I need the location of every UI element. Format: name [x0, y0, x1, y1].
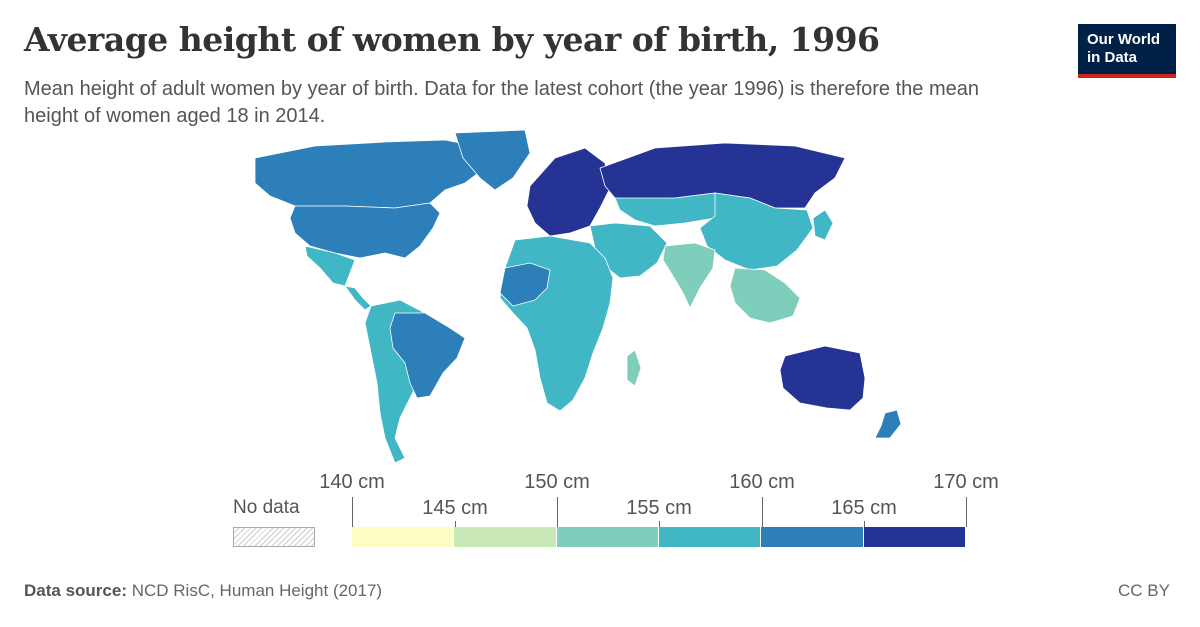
legend-tick-line [352, 497, 353, 527]
map-region-australia[interactable] [779, 345, 866, 411]
legend-bin-145-150[interactable] [454, 527, 557, 547]
legend-tick-165: 165 cm [831, 497, 897, 519]
legend-tick-line [762, 497, 763, 527]
map-region-europe[interactable] [526, 147, 611, 237]
legend-bin-155-160[interactable] [658, 527, 762, 547]
legend-bin-140-145[interactable] [352, 527, 455, 547]
map-region-brazil[interactable] [389, 312, 466, 399]
world-map [254, 129, 902, 464]
map-region-united-states[interactable] [289, 202, 441, 259]
map-region-canada[interactable] [254, 139, 496, 209]
map-region-india[interactable] [662, 242, 716, 309]
data-source: Data source: NCD RisC, Human Height (201… [24, 581, 382, 601]
legend-tick-line [659, 521, 660, 527]
legend-tick-145: 145 cm [422, 497, 488, 519]
map-region-west-africa[interactable] [499, 262, 551, 307]
map-region-china[interactable] [699, 192, 814, 271]
legend-tick-line [557, 497, 558, 527]
legend-tick-line [864, 521, 865, 527]
legend-tick-140: 140 cm [319, 471, 385, 493]
legend-tick-150: 150 cm [524, 471, 590, 493]
map-region-africa[interactable] [499, 235, 614, 412]
logo-line1: Our World [1087, 31, 1161, 48]
legend-tick-line [966, 497, 967, 527]
map-region-japan[interactable] [812, 209, 834, 241]
license-link[interactable]: CC BY [1118, 581, 1170, 600]
map-region-madagascar[interactable] [626, 349, 642, 387]
map-region-greenland[interactable] [454, 129, 531, 191]
map-region-southeast-asia[interactable] [729, 267, 801, 324]
legend-tick-line [455, 521, 456, 527]
legend-bin-150-155[interactable] [556, 527, 659, 547]
legend-bin-160-165[interactable] [761, 527, 864, 547]
legend-color-bins [352, 527, 966, 547]
legend-bin-165-170[interactable] [863, 527, 966, 547]
logo-line2: in Data [1087, 49, 1138, 66]
legend-tick-170: 170 cm [933, 471, 999, 493]
owid-logo[interactable]: Our World in Data [1078, 24, 1176, 78]
legend-no-data-label: No data [233, 497, 300, 518]
map-region-central-asia[interactable] [614, 192, 736, 227]
map-region-new-zealand[interactable] [874, 409, 902, 439]
chart-title: Average height of women by year of birth… [24, 20, 880, 59]
map-region-central-america[interactable] [344, 285, 372, 311]
chart-subtitle: Mean height of adult women by year of bi… [24, 78, 979, 127]
legend-no-data-swatch[interactable] [233, 527, 315, 547]
legend-tick-155: 155 cm [626, 497, 692, 519]
data-source-text[interactable]: NCD RisC, Human Height (2017) [131, 581, 383, 600]
legend-tick-160: 160 cm [729, 471, 795, 493]
data-source-label: Data source: [24, 581, 127, 600]
